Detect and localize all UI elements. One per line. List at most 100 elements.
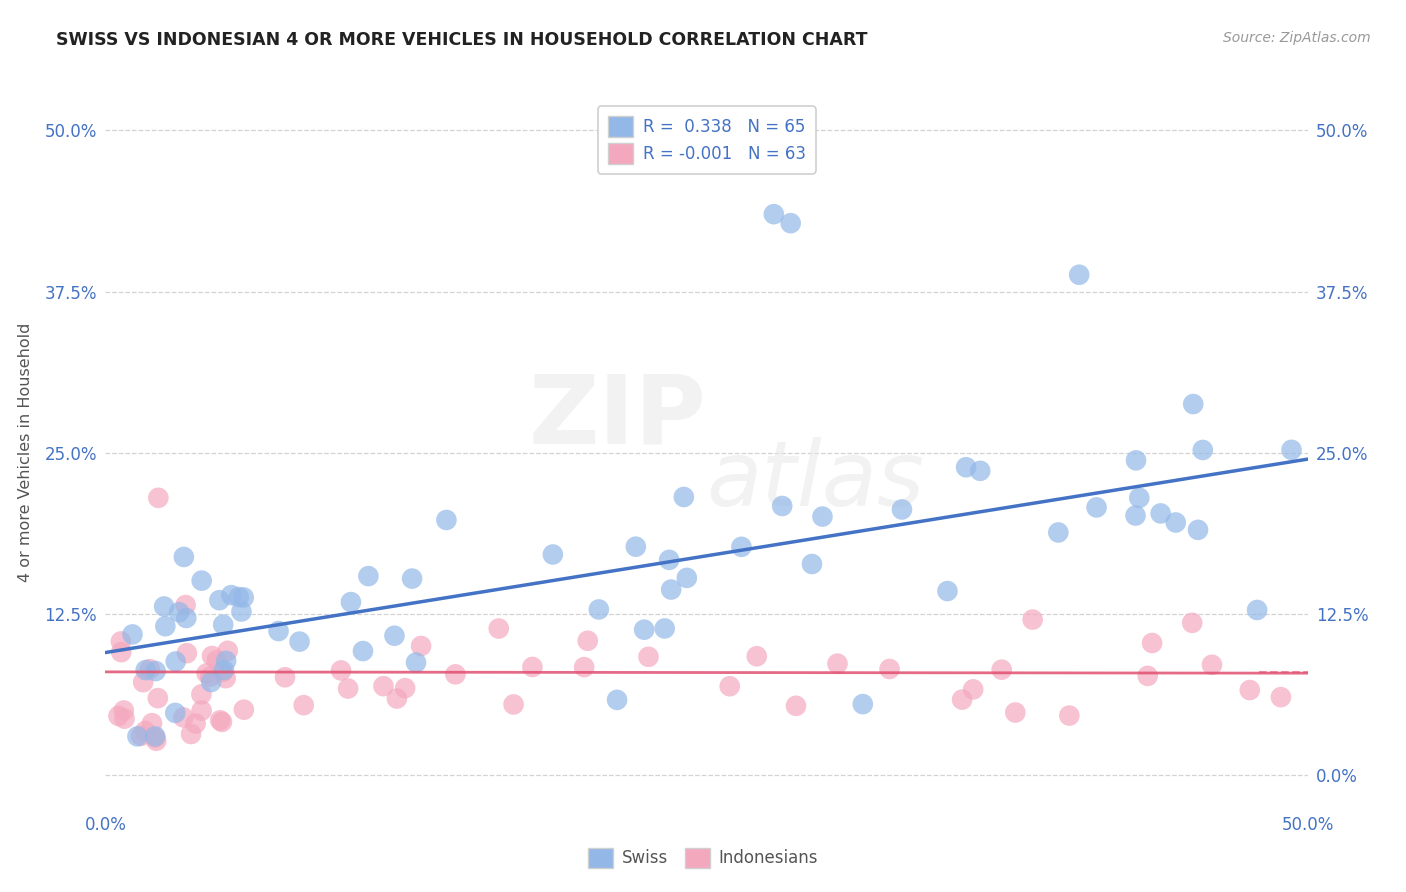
Point bbox=[770, 499, 793, 513]
Point bbox=[195, 666, 218, 681]
Point bbox=[801, 557, 824, 571]
Point bbox=[145, 664, 167, 678]
Point bbox=[1004, 706, 1026, 720]
Point bbox=[330, 664, 353, 678]
Point bbox=[588, 602, 610, 616]
Point bbox=[200, 675, 222, 690]
Point bbox=[215, 671, 238, 685]
Point bbox=[658, 553, 681, 567]
Point bbox=[1281, 442, 1303, 457]
Text: Source: ZipAtlas.com: Source: ZipAtlas.com bbox=[1223, 31, 1371, 45]
Point bbox=[134, 724, 156, 739]
Point bbox=[541, 548, 564, 562]
Point bbox=[143, 731, 166, 745]
Point bbox=[190, 574, 212, 588]
Point bbox=[827, 657, 849, 671]
Point bbox=[340, 595, 363, 609]
Point bbox=[153, 599, 176, 614]
Point bbox=[1270, 690, 1292, 705]
Point bbox=[1047, 525, 1070, 540]
Point bbox=[811, 509, 834, 524]
Point bbox=[146, 691, 169, 706]
Point bbox=[114, 712, 136, 726]
Point bbox=[1128, 491, 1150, 505]
Point bbox=[357, 569, 380, 583]
Point bbox=[1085, 500, 1108, 515]
Point bbox=[502, 698, 524, 712]
Point bbox=[184, 716, 207, 731]
Point bbox=[672, 490, 695, 504]
Point bbox=[232, 591, 254, 605]
Point bbox=[141, 716, 163, 731]
Point bbox=[127, 730, 149, 744]
Point bbox=[208, 593, 231, 607]
Point bbox=[176, 646, 198, 660]
Point bbox=[205, 653, 228, 667]
Point bbox=[730, 540, 752, 554]
Point bbox=[1069, 268, 1091, 282]
Point bbox=[762, 207, 785, 221]
Point bbox=[132, 675, 155, 690]
Text: SWISS VS INDONESIAN 4 OR MORE VEHICLES IN HOUSEHOLD CORRELATION CHART: SWISS VS INDONESIAN 4 OR MORE VEHICLES I… bbox=[56, 31, 868, 49]
Point bbox=[572, 660, 595, 674]
Point bbox=[352, 644, 374, 658]
Legend: Swiss, Indonesians: Swiss, Indonesians bbox=[582, 841, 824, 875]
Point bbox=[1239, 683, 1261, 698]
Point bbox=[274, 670, 297, 684]
Point bbox=[718, 679, 741, 693]
Point bbox=[1181, 615, 1204, 630]
Legend: R =  0.338   N = 65, R = -0.001   N = 63: R = 0.338 N = 65, R = -0.001 N = 63 bbox=[598, 106, 815, 174]
Point bbox=[522, 660, 544, 674]
Point bbox=[209, 714, 232, 728]
Point bbox=[890, 502, 912, 516]
Point bbox=[385, 691, 408, 706]
Point bbox=[228, 590, 250, 604]
Point bbox=[165, 655, 187, 669]
Point bbox=[436, 513, 458, 527]
Point bbox=[121, 627, 143, 641]
Point bbox=[212, 663, 235, 677]
Point bbox=[1059, 708, 1081, 723]
Point bbox=[1191, 442, 1213, 457]
Point bbox=[211, 714, 233, 729]
Point bbox=[1182, 397, 1205, 411]
Point bbox=[292, 698, 315, 713]
Point bbox=[217, 644, 239, 658]
Point bbox=[394, 681, 416, 695]
Point bbox=[1125, 453, 1147, 467]
Point bbox=[676, 571, 699, 585]
Point bbox=[409, 639, 432, 653]
Point bbox=[879, 662, 901, 676]
Point bbox=[1136, 669, 1159, 683]
Point bbox=[955, 460, 977, 475]
Point bbox=[190, 687, 212, 701]
Point bbox=[745, 649, 768, 664]
Point bbox=[1150, 507, 1173, 521]
Point bbox=[107, 709, 129, 723]
Point bbox=[167, 605, 190, 619]
Point bbox=[1021, 613, 1043, 627]
Point bbox=[637, 649, 659, 664]
Point bbox=[1201, 657, 1223, 672]
Point bbox=[1164, 516, 1187, 530]
Point bbox=[110, 645, 132, 659]
Point bbox=[232, 703, 254, 717]
Point bbox=[785, 698, 807, 713]
Point bbox=[112, 704, 135, 718]
Point bbox=[143, 730, 166, 744]
Point bbox=[373, 679, 395, 693]
Point bbox=[606, 693, 628, 707]
Point bbox=[219, 588, 242, 602]
Point bbox=[444, 667, 467, 681]
Point bbox=[1246, 603, 1268, 617]
Point bbox=[969, 464, 991, 478]
Point bbox=[576, 633, 599, 648]
Point bbox=[1187, 523, 1209, 537]
Point bbox=[129, 729, 152, 743]
Point bbox=[405, 656, 427, 670]
Point bbox=[659, 582, 682, 597]
Point bbox=[337, 681, 360, 696]
Point bbox=[165, 706, 187, 720]
Point bbox=[950, 692, 973, 706]
Point bbox=[174, 598, 197, 612]
